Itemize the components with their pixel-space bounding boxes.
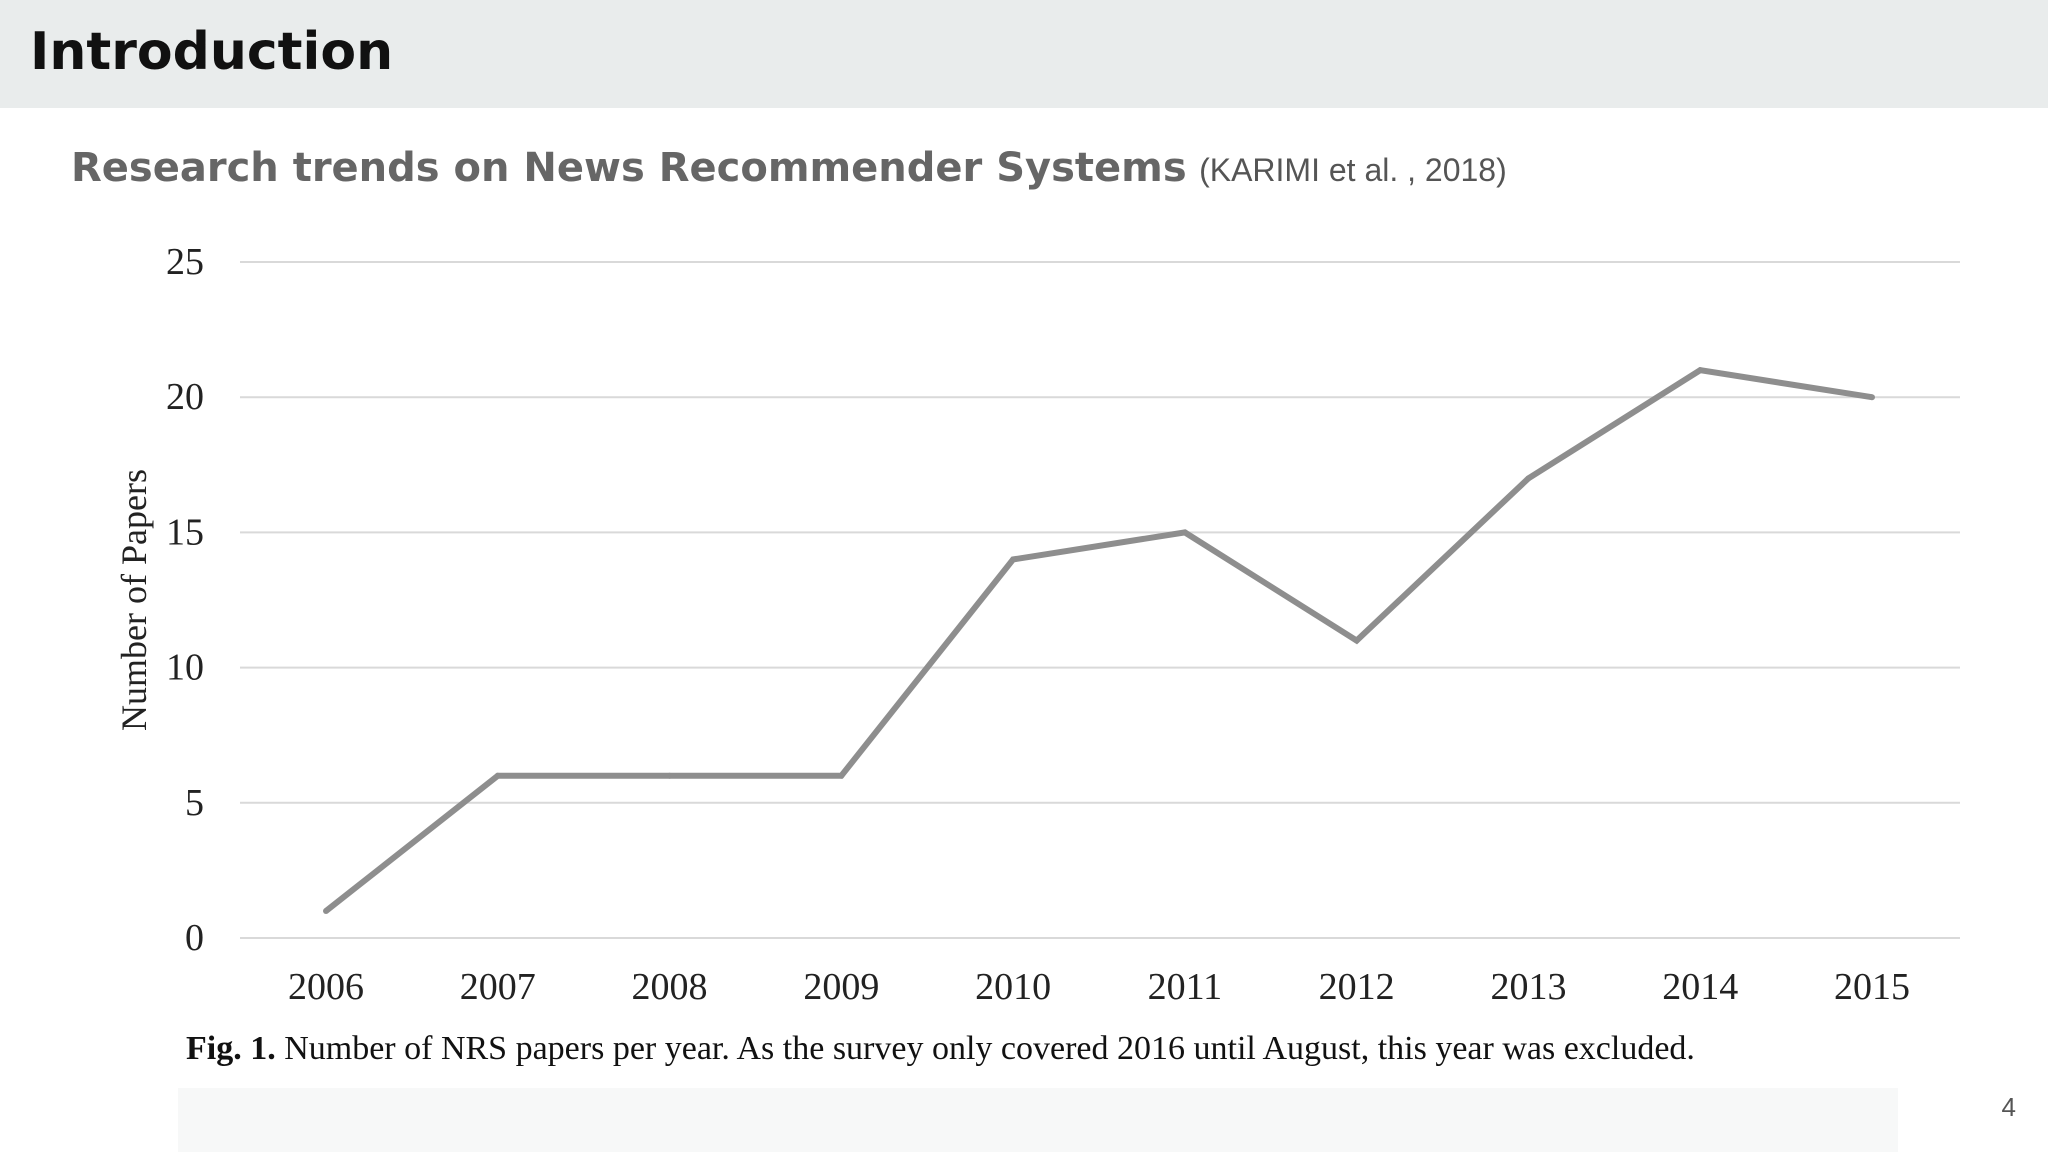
x-tick-label: 2012 <box>1319 966 1395 1008</box>
y-tick-label: 20 <box>166 376 204 418</box>
title-bar <box>0 0 2048 108</box>
data-point <box>1525 475 1532 482</box>
data-point <box>494 772 501 779</box>
data-point <box>323 907 329 914</box>
data-point <box>1697 367 1704 374</box>
data-point <box>666 772 673 779</box>
x-tick-label: 2013 <box>1490 966 1566 1008</box>
y-axis-label: Number of Papers <box>114 469 154 731</box>
x-tick-labels: 2006 2007 2008 2009 2010 2011 2012 2013 2014 2015 <box>288 966 1910 1008</box>
data-point <box>1010 556 1017 563</box>
series-layer <box>323 367 1875 914</box>
series-line <box>324 367 1873 914</box>
x-tick-label: 2007 <box>460 966 536 1008</box>
data-point <box>1869 394 1875 401</box>
x-tick-label: 2011 <box>1148 966 1223 1008</box>
citation: (KARIMI et al. , 2018) <box>1199 152 1507 188</box>
figure-background <box>178 1088 1898 1152</box>
data-point <box>838 772 845 779</box>
x-tick-label: 2009 <box>803 966 879 1008</box>
x-tick-label: 2008 <box>632 966 708 1008</box>
y-tick-label: 25 <box>166 241 204 283</box>
y-tick-labels: 0 5 10 15 20 25 <box>166 241 204 959</box>
gridlines <box>240 261 1960 939</box>
data-point <box>1353 637 1360 644</box>
slide-title: Introduction <box>30 22 394 82</box>
y-tick-label: 0 <box>185 917 204 959</box>
caption-label: Fig. 1. <box>186 1030 276 1067</box>
y-tick-label: 10 <box>166 647 204 689</box>
x-tick-label: 2010 <box>975 966 1051 1008</box>
x-tick-label: 2006 <box>288 966 364 1008</box>
slide-subtitle: Research trends on News Recommender Syst… <box>71 138 1507 207</box>
figure-caption: Fig. 1. Number of NRS papers per year. A… <box>186 1030 1695 1068</box>
x-tick-label: 2014 <box>1662 966 1738 1008</box>
caption-text: Number of NRS papers per year. As the su… <box>284 1030 1695 1067</box>
y-tick-label: 15 <box>166 511 204 553</box>
y-tick-label: 5 <box>185 782 204 824</box>
subtitle-text: Research trends on News Recommender Syst… <box>71 145 1187 191</box>
page-number: 4 <box>2001 1092 2016 1122</box>
data-point <box>1181 529 1188 536</box>
x-tick-label: 2015 <box>1834 966 1910 1008</box>
